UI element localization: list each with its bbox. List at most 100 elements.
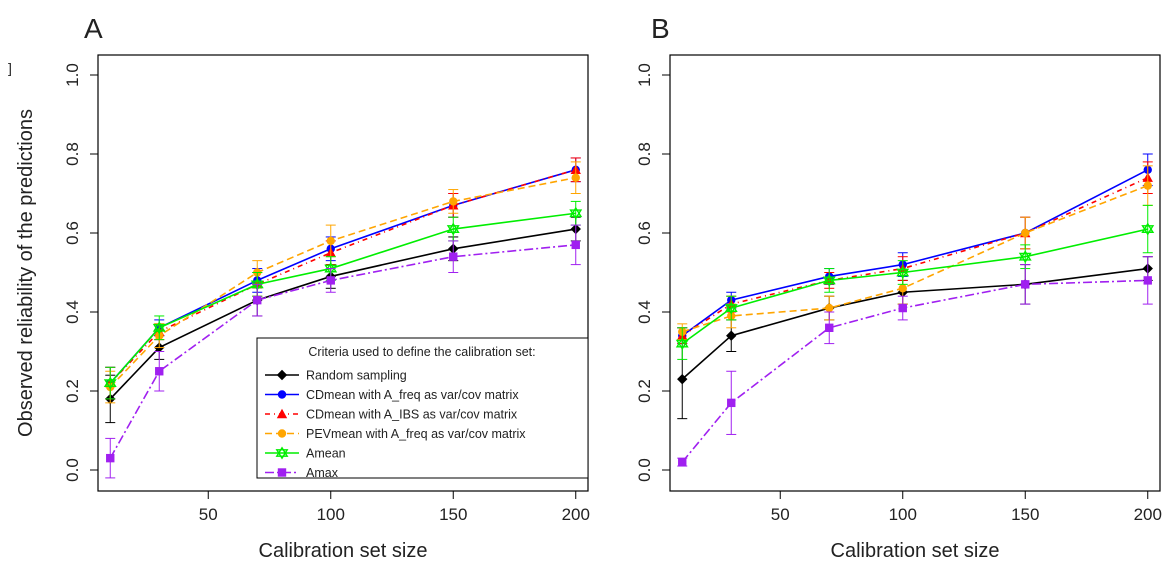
- data-point: [898, 303, 907, 313]
- panel-b-y-tick-label: 0.0: [635, 458, 654, 482]
- legend-entry-cdmean-with-a-ibs-as-var-cov-matrix: CDmean with A_IBS as var/cov matrix: [265, 408, 518, 422]
- panel-b-y-tick-label: 1.0: [635, 63, 654, 87]
- series-line: [681, 267, 1148, 380]
- legend-marker: [277, 429, 287, 438]
- data-point: [253, 295, 262, 305]
- data-point: [896, 265, 910, 280]
- data-point: [326, 276, 335, 285]
- data-point: [726, 330, 737, 341]
- panel-b-x-tick-label: 150: [1011, 505, 1039, 524]
- panel-a-x-tick-label: 100: [317, 505, 345, 524]
- legend-entry-amean: Amean: [265, 446, 346, 461]
- panel-b-x-tick-label: 50: [771, 505, 790, 524]
- panel-b-x-tick-label: 200: [1134, 505, 1162, 524]
- panel-a: A Calibration set size Observed reliabil…: [8, 13, 590, 562]
- data-point: [571, 173, 580, 182]
- legend-marker: [276, 369, 288, 381]
- legend-marker: [276, 408, 288, 419]
- panel-b-series-pevmean-with-a-freq-as-var-cov-matrix: [677, 165, 1153, 341]
- panel-a-x-axis-label: Calibration set size: [259, 540, 428, 562]
- series-line: [109, 212, 576, 384]
- series-line: [109, 228, 576, 400]
- series-line: [109, 176, 576, 388]
- panel-b-y-tick-label: 0.8: [635, 142, 654, 166]
- panel-a-series-amax: [105, 224, 581, 479]
- panel-b-y-tick-label: 0.6: [635, 221, 654, 245]
- data-point: [106, 453, 115, 463]
- series-line: [109, 169, 576, 384]
- legend-entries: Random sampling CDmean with A_freq as var…: [265, 369, 526, 480]
- y-axis-label: Observed reliability of the predictions: [15, 109, 37, 437]
- legend-entry-random-sampling: Random sampling: [265, 369, 407, 383]
- panel-b-ticks: 50 100 150 200 0.0 0.2 0.4 0.6 0.8 1.0: [635, 63, 1162, 524]
- panel-b-label: B: [651, 13, 670, 44]
- data-point: [898, 284, 907, 293]
- data-point: [1018, 250, 1032, 264]
- data-point: [569, 206, 583, 220]
- panel-a-y-tick-label: 0.0: [63, 458, 82, 482]
- panel-a-y-tick-label: 0.8: [63, 142, 82, 166]
- data-point: [727, 398, 736, 408]
- panel-b-y-tick-label: 0.2: [635, 379, 654, 403]
- panel-b-series-amean: [675, 204, 1155, 360]
- legend-label: PEVmean with A_freq as var/cov matrix: [306, 427, 526, 441]
- data-point: [1143, 181, 1152, 190]
- legend-entry-amax: Amax: [265, 466, 339, 480]
- data-point: [1021, 280, 1030, 289]
- panel-a-y-tick-label: 0.6: [63, 221, 82, 245]
- data-point: [825, 303, 834, 313]
- legend-marker: [275, 446, 289, 460]
- panel-a-x-tick-label: 200: [562, 505, 590, 524]
- panel-a-ticks: 50 100 150 200 0.0 0.2 0.4 0.6 0.8 1.0: [63, 63, 590, 524]
- panel-a-x-tick-label: 50: [199, 505, 218, 524]
- legend-entry-pevmean-with-a-freq-as-var-cov-matrix: PEVmean with A_freq as var/cov matrix: [265, 427, 526, 441]
- panel-b-plot-frame: [669, 54, 1161, 492]
- panel-a-x-tick-label: 150: [439, 505, 467, 524]
- data-point: [677, 373, 688, 385]
- data-point: [449, 252, 458, 261]
- panel-a-y-tick-label: 1.0: [63, 63, 82, 87]
- legend-title: Criteria used to define the calibration …: [308, 345, 535, 359]
- stray-bracket-mark: ]: [8, 60, 12, 76]
- data-point: [825, 323, 834, 332]
- data-point: [675, 337, 689, 351]
- series-line: [682, 184, 1149, 333]
- legend-marker: [277, 468, 287, 477]
- panel-a-series: [103, 157, 583, 479]
- data-point: [1021, 228, 1030, 238]
- data-point: [152, 321, 166, 335]
- series-line: [109, 244, 576, 459]
- legend-entry-cdmean-with-a-freq-as-var-cov-matrix: CDmean with A_freq as var/cov matrix: [265, 388, 519, 402]
- series-line: [681, 228, 1148, 345]
- panel-b: B Calibration set size 50 100 150 200 0.0 0.2…: [635, 13, 1162, 562]
- panel-b-x-axis-label: Calibration set size: [831, 540, 1000, 562]
- panel-b-x-tick-label: 100: [889, 505, 917, 524]
- legend-label: CDmean with A_freq as var/cov matrix: [306, 388, 519, 402]
- data-point: [155, 367, 164, 376]
- series-line: [681, 169, 1149, 337]
- legend-label: CDmean with A_IBS as var/cov matrix: [306, 408, 518, 422]
- data-point: [571, 240, 580, 250]
- panel-b-y-tick-label: 0.4: [635, 300, 654, 324]
- legend-label: Random sampling: [306, 369, 407, 383]
- legend-marker: [277, 390, 287, 399]
- data-point: [326, 236, 335, 246]
- data-point: [103, 376, 117, 390]
- series-line: [681, 279, 1148, 463]
- series-line: [681, 176, 1149, 337]
- panel-b-series-cdmean-with-a-ibs-as-var-cov-matrix: [677, 161, 1153, 345]
- data-point: [1141, 222, 1155, 236]
- legend: Criteria used to define the calibration …: [256, 337, 589, 480]
- data-point: [724, 301, 738, 315]
- data-point: [446, 222, 460, 236]
- panel-b-series-amax: [677, 256, 1153, 467]
- data-point: [1143, 276, 1152, 285]
- panel-b-series-random-sampling: [677, 256, 1153, 420]
- panel-b-series: [675, 153, 1155, 467]
- panel-a-y-tick-label: 0.4: [63, 300, 82, 324]
- panel-a-y-tick-label: 0.2: [63, 379, 82, 403]
- legend-box: [256, 337, 589, 479]
- data-point: [678, 457, 687, 467]
- legend-label: Amax: [306, 466, 339, 480]
